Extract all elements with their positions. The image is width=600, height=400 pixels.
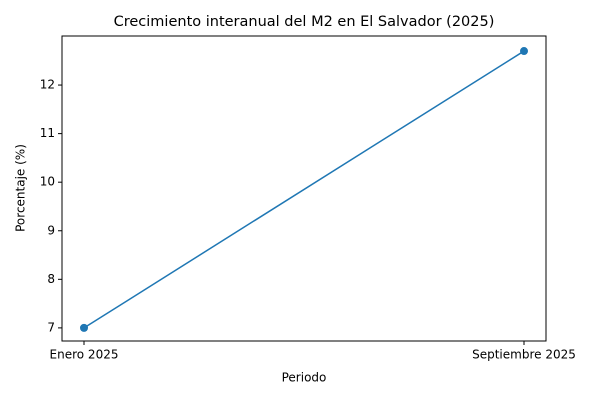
point <box>520 47 528 56</box>
y-tick-label: 8 <box>47 272 55 286</box>
y-tick-label: 12 <box>40 78 55 92</box>
y-tick-label: 7 <box>47 320 55 334</box>
x-axis-label: Periodo <box>282 371 327 385</box>
plot-frame <box>61 35 547 342</box>
y-tick-label: 10 <box>40 175 55 189</box>
y-axis-label: Porcentaje (%) <box>14 144 28 232</box>
x-tick-label: Septiembre 2025 <box>472 348 576 362</box>
point <box>80 323 88 332</box>
line <box>83 50 525 329</box>
x-tick-label: Enero 2025 <box>50 348 119 362</box>
chart-title: Crecimiento interanual del M2 en El Salv… <box>114 14 495 30</box>
y-tick-label: 11 <box>40 126 55 140</box>
y-tick-label: 9 <box>47 223 55 237</box>
